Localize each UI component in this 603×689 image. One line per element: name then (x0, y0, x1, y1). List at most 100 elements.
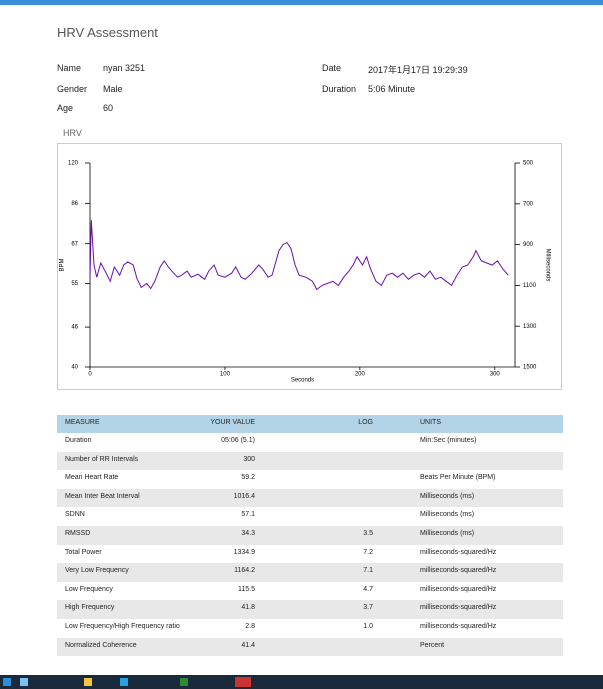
table-cell: 7.2 (363, 548, 373, 556)
table-cell: Low Frequency/High Frequency ratio (65, 622, 180, 630)
title: HRV Assessment (57, 25, 158, 40)
x-tick-label: 0 (88, 372, 92, 378)
table-cell: Normalized Coherence (65, 641, 137, 649)
table-cell: 3.5 (363, 529, 373, 537)
table-cell: Milliseconds (ms) (420, 511, 475, 519)
x-tick-label: 200 (355, 372, 366, 378)
y-tick-label: 46 (71, 325, 78, 331)
y-axis-label: BPM (60, 258, 66, 271)
table-cell: Duration (65, 437, 92, 444)
table-cell: RMSSD (65, 529, 91, 537)
y2-tick-label: 500 (523, 161, 534, 167)
table-row: Mean Heart Rate 59.2 Beats Per Minute (BPM… (57, 470, 563, 489)
chart-frame (57, 143, 562, 390)
table-cell: Milliseconds (ms) (420, 529, 475, 537)
table-row: Number of RR Intervals 300 (57, 451, 563, 471)
table-cell: 05:06 (5.1) (221, 437, 255, 444)
table-cell: 300 (243, 455, 255, 463)
y-tick-label: 86 (71, 201, 78, 207)
table-row: SDNN 57.1 Milliseconds (ms) (57, 507, 563, 526)
info-value: 60 (103, 103, 114, 113)
y2-axis-label: Milliseconds (544, 249, 550, 282)
table-row: Low Frequency/High Frequency ratio 2.8 1.0… (57, 618, 563, 638)
table-cell: Total Power (65, 548, 102, 556)
table-cell: 59.2 (241, 474, 255, 482)
table-cell: 2.8 (245, 622, 255, 630)
y-tick-label: 120 (68, 161, 79, 167)
y-tick-label: 55 (71, 281, 78, 287)
info-label: Age (57, 103, 74, 113)
y-tick-label: 40 (71, 365, 78, 371)
table-cell: 4.7 (363, 585, 373, 593)
y2-tick-label: 1300 (523, 324, 537, 330)
table-row: Total Power 1334.9 7.2 milliseconds-squared… (57, 544, 563, 564)
info-value: 5:06 Minute (368, 84, 416, 94)
taskbar (0, 675, 603, 689)
taskbar-icon[interactable] (120, 678, 128, 686)
table-cell: 34.3 (241, 529, 255, 537)
x-axis-label: Seconds (291, 378, 314, 384)
table-cell: 41.8 (241, 604, 255, 612)
table-cell: Number of RR Intervals (65, 455, 139, 463)
table-row: Normalized Coherence 41.4 Percent (57, 637, 563, 657)
table-row: Mean Inter Beat Interval 1016.4 Millisecon… (57, 488, 563, 508)
info-label: Date (322, 63, 342, 73)
table-cell: 1334.9 (233, 548, 255, 556)
table-cell: 7.1 (363, 567, 373, 575)
table-cell: Very Low Frequency (65, 567, 129, 575)
taskbar-icon[interactable] (84, 678, 92, 686)
y2-tick-label: 900 (523, 242, 534, 248)
table-header: MEASURE YOUR VALUE LOG UNITS (57, 415, 563, 433)
table-row: Duration 05:06 (5.1) Min:Sec (minutes) (57, 433, 563, 452)
y2-tick-label: 1100 (523, 283, 537, 289)
table-row: High Frequency 41.8 3.7 milliseconds-square… (57, 600, 563, 619)
info-label: Gender (57, 84, 88, 94)
header-cell: YOUR VALUE (210, 419, 255, 426)
table-cell: 115.5 (238, 585, 255, 593)
taskbar-icon[interactable] (235, 677, 251, 687)
table-cell: milliseconds-squared/Hz (420, 622, 497, 630)
y2-tick-label: 700 (523, 201, 534, 207)
taskbar-icon[interactable] (20, 678, 28, 686)
table-cell: Low Frequency (65, 585, 113, 593)
table-cell: milliseconds-squared/Hz (420, 604, 497, 612)
header-cell: UNITS (420, 419, 441, 426)
table-cell: SDNN (65, 511, 85, 519)
table-cell: 1016.4 (233, 492, 255, 500)
table-cell: 1.0 (363, 622, 373, 630)
chart: 120 86 67 55 46 40 500 700 900 1100 1300 1500 0 100 20… (60, 161, 551, 384)
y2-tick-label: 1500 (523, 365, 537, 371)
start-button[interactable] (3, 678, 11, 686)
taskbar-icon[interactable] (180, 678, 188, 686)
table-cell: Min:Sec (minutes) (420, 437, 477, 444)
x-tick-label: 300 (490, 372, 501, 378)
info-value: nyan 3251 (103, 63, 146, 73)
header-cell: LOG (358, 419, 373, 426)
header-cell: MEASURE (65, 419, 100, 426)
line-series (89, 220, 509, 291)
info-value: 2017年1月17日 19:29:39 (368, 65, 468, 75)
table-cell: High Frequency (65, 604, 115, 612)
info-value: Male (103, 84, 123, 94)
table-row: Low Frequency 115.5 4.7 milliseconds-square… (57, 581, 563, 601)
table-cell: milliseconds-squared/Hz (420, 567, 497, 575)
info-label: Name (57, 63, 82, 73)
table-cell: milliseconds-squared/Hz (420, 548, 497, 556)
table-cell: Mean Heart Rate (65, 474, 119, 482)
table: MEASURE YOUR VALUE LOG UNITS Duration 05:06 (… (57, 415, 563, 657)
table-cell: Beats Per Minute (BPM) (420, 474, 496, 482)
table-cell: Milliseconds (ms) (420, 492, 475, 500)
table-cell: Mean Inter Beat Interval (65, 492, 140, 500)
y-tick-label: 67 (71, 241, 78, 247)
table-cell: 57.1 (241, 511, 255, 519)
table-cell: 41.4 (241, 641, 255, 649)
table-cell: 3.7 (363, 604, 373, 612)
info-label: Duration (322, 84, 357, 94)
table-cell: 1164.2 (234, 567, 255, 575)
x-tick-label: 100 (220, 372, 231, 378)
table-cell: milliseconds-squared/Hz (420, 585, 497, 593)
table-row: Very Low Frequency 1164.2 7.1 milliseconds-… (57, 563, 563, 582)
table-row: RMSSD 34.3 3.5 Milliseconds (ms) (57, 525, 563, 545)
table-cell: Percent (420, 641, 445, 649)
